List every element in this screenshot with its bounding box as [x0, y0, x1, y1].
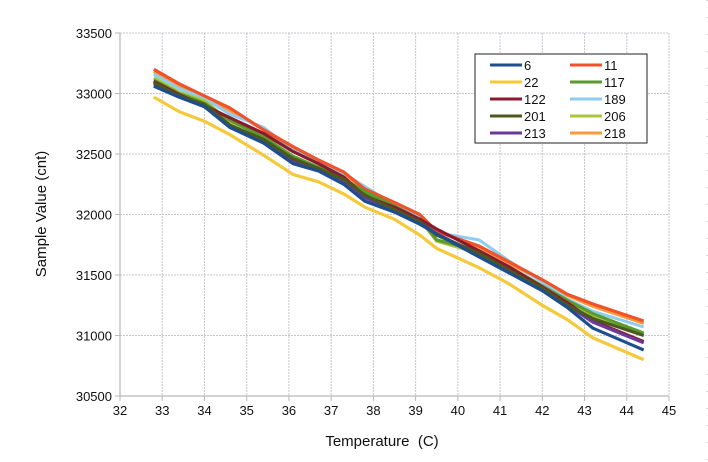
x-tick-label: 34: [197, 403, 211, 418]
x-tick-label: 41: [493, 403, 507, 418]
legend-label: 11: [604, 58, 618, 73]
series-line-6: [153, 84, 645, 352]
x-tick-label: 35: [239, 403, 253, 418]
legend: 6 11 22 117 122 189 201 206 213 218: [474, 53, 648, 144]
series-line-22: [153, 95, 645, 362]
x-tick-label: 36: [282, 403, 296, 418]
series-line-11: [153, 67, 645, 323]
y-tick-label: 33500: [76, 26, 112, 41]
x-tick-label: 43: [577, 403, 591, 418]
x-tick-label: 33: [155, 403, 169, 418]
y-tick-label: 33000: [76, 87, 112, 102]
y-tick-label: 32500: [76, 147, 112, 162]
y-tick-label: 30500: [76, 389, 112, 404]
legend-label: 218: [604, 126, 626, 141]
legend-label: 117: [604, 75, 625, 90]
x-tick-label: 39: [408, 403, 422, 418]
legend-label: 201: [524, 109, 546, 124]
legend-label: 206: [604, 109, 626, 124]
series-lines: [153, 67, 645, 362]
legend-label: 213: [524, 126, 546, 141]
y-axis-title: Sample Value (cnt): [33, 151, 50, 277]
series-line-201: [153, 81, 645, 338]
y-tick-label: 31500: [76, 268, 112, 283]
legend-label: 122: [524, 92, 546, 107]
y-tick-label: 32000: [76, 208, 112, 223]
x-tick-label: 40: [451, 403, 465, 418]
x-tick-label: 38: [366, 403, 380, 418]
axes: [115, 32, 670, 401]
x-tick-label: 32: [113, 403, 127, 418]
legend-label: 6: [524, 58, 531, 73]
x-tick-label: 42: [535, 403, 549, 418]
x-tick-labels: 32 33 34 35 36 37 38 39 40 41 42 43 44 45: [113, 403, 676, 418]
x-tick-label: 44: [620, 403, 634, 418]
legend-label: 22: [524, 75, 538, 90]
x-tick-label: 37: [324, 403, 338, 418]
y-tick-labels: 30500 31000 31500 32000 32500 33000 33500: [76, 26, 112, 404]
x-axis-title: Temperature (C): [325, 433, 438, 450]
x-tick-label: 45: [662, 403, 676, 418]
y-tick-label: 31000: [76, 329, 112, 344]
legend-label: 189: [604, 92, 626, 107]
